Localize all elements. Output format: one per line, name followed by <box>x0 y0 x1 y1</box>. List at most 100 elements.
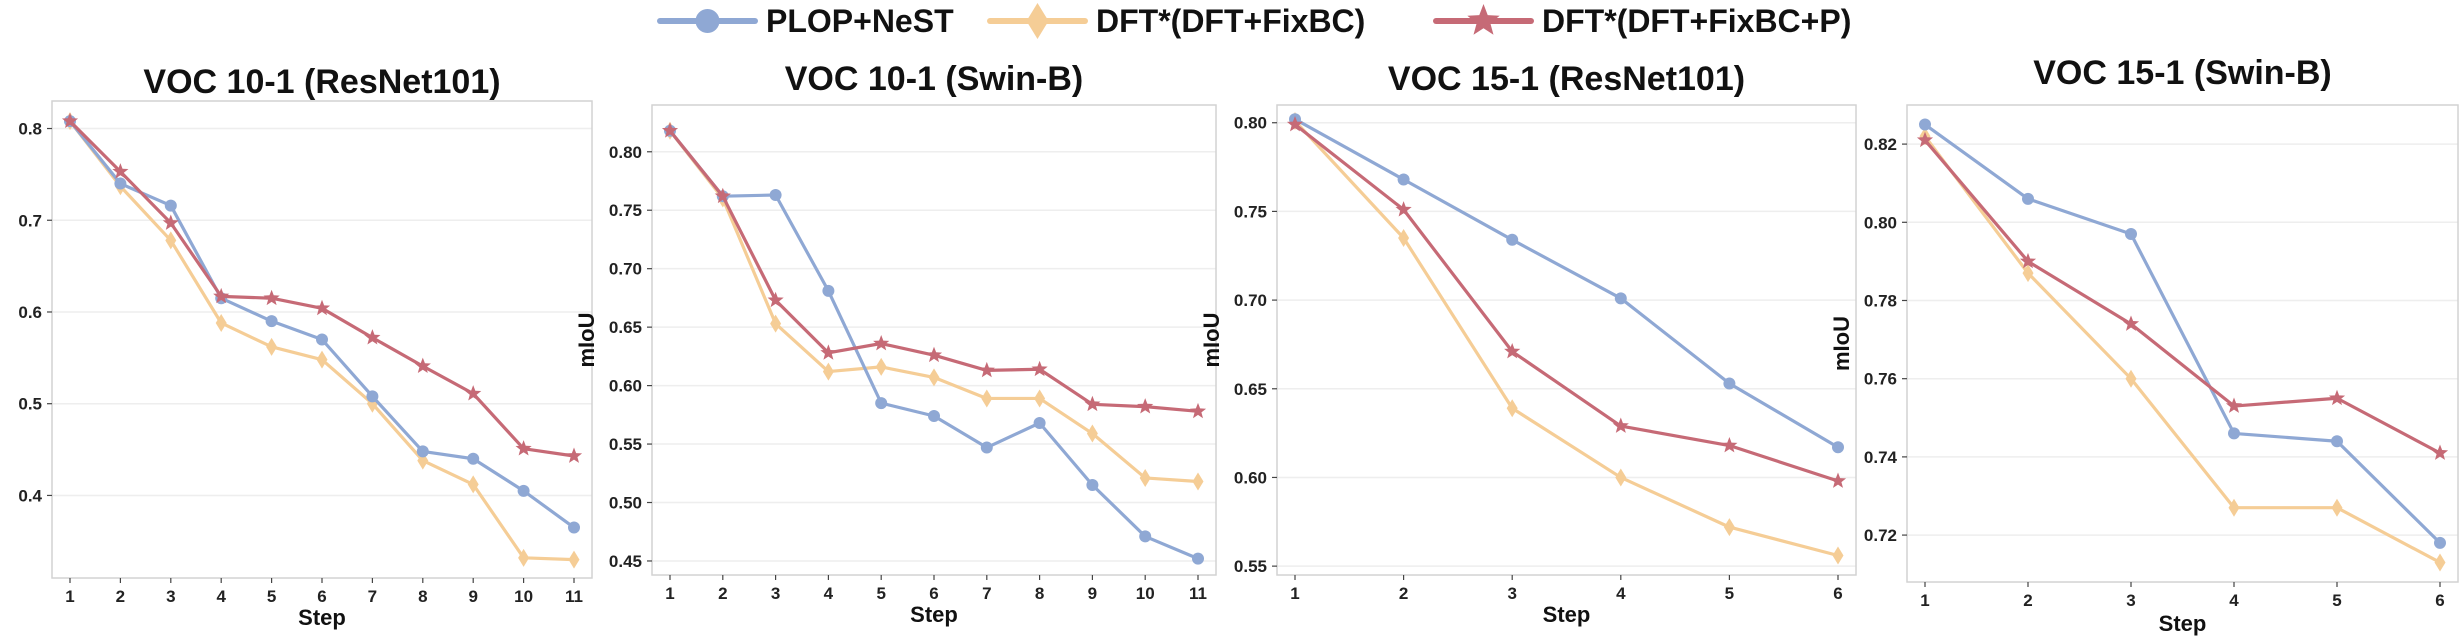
x-tick-label: 2 <box>116 587 125 606</box>
data-point <box>770 314 782 333</box>
x-tick-label: 11 <box>565 587 583 606</box>
y-tick-label: 0.60 <box>609 377 642 396</box>
data-point <box>928 409 940 422</box>
data-point <box>1086 478 1099 491</box>
legend: PLOP+NeST DFT*(DFT+FixBC) DFT*(DFT+FixBC+P… <box>657 3 1851 39</box>
x-tick-label: 1 <box>65 587 74 606</box>
chart-title-voc10-1-swinb: VOC 10-1 (Swin-B) <box>785 60 1083 98</box>
series-line <box>1293 122 1840 483</box>
y-tick-label: 0.75 <box>1234 202 1267 221</box>
legend-label: PLOP+NeST <box>766 3 954 39</box>
x-tick-label: 4 <box>216 587 226 606</box>
series-diamond <box>1919 127 2446 572</box>
y-tick-label: 0.74 <box>1864 448 1898 467</box>
chart-panels: VOC 10-1 (ResNet101) 0.4 0.5 0.6 0.7 0.8 1 2 3 4 5… <box>18 54 2459 636</box>
chart-panel-1: VOC 10-1 (ResNet101) 0.4 0.5 0.6 0.7 0.8 1 2 3 4 5… <box>18 63 593 630</box>
data-point <box>2122 315 2140 331</box>
data-point <box>875 357 887 376</box>
x-tick-label: 4 <box>1616 584 1626 603</box>
x-tick-label: 5 <box>1725 584 1734 603</box>
data-point <box>517 484 530 497</box>
x-tick-label: 4 <box>824 584 834 603</box>
plot-frame <box>1906 104 2459 583</box>
y-tick-label: 0.82 <box>1864 135 1897 154</box>
data-point <box>1139 530 1152 543</box>
data-point <box>2019 252 2037 269</box>
data-point <box>769 189 782 202</box>
y-tick-label: 0.45 <box>609 552 642 571</box>
data-point <box>1829 472 1847 488</box>
x-tick-label: 3 <box>2126 591 2135 610</box>
data-point <box>316 333 328 346</box>
data-point <box>1506 233 1519 246</box>
data-point <box>978 361 995 378</box>
data-point <box>364 329 381 345</box>
x-axis-label: Step <box>1543 602 1591 627</box>
x-tick-label: 8 <box>1035 584 1044 603</box>
y-tick-label: 0.65 <box>609 318 642 337</box>
series-line <box>68 119 576 530</box>
data-point <box>1031 360 1048 377</box>
data-point <box>265 315 278 328</box>
chart-panel-4: VOC 15-1 (Swin-B) 0.72 0.74 0.76 0.78 0.80 0.8… <box>1829 54 2459 636</box>
circle-marker-icon <box>695 9 720 33</box>
data-point <box>565 447 583 463</box>
data-point <box>2125 228 2137 241</box>
data-point <box>2431 444 2449 460</box>
y-tick-label: 0.78 <box>1864 291 1897 310</box>
data-point <box>2125 369 2137 388</box>
data-point <box>215 313 227 332</box>
data-point <box>1721 437 1738 453</box>
data-point <box>1034 389 1046 408</box>
data-point <box>164 199 177 212</box>
chart-title-voc15-1-resnet101: VOC 15-1 (ResNet101) <box>1388 60 1745 98</box>
x-tick-label: 1 <box>1290 584 1299 603</box>
data-point <box>1084 395 1101 412</box>
series-line <box>1923 122 2442 545</box>
data-point <box>414 357 431 373</box>
y-axis-label: mIoU <box>574 313 599 368</box>
x-tick-label: 6 <box>929 584 938 603</box>
x-tick-label: 3 <box>166 587 175 606</box>
data-point <box>822 362 834 381</box>
legend-entry-1: PLOP+NeST <box>657 3 954 39</box>
data-point <box>1192 472 1204 491</box>
y-tick-label: 0.55 <box>609 435 642 454</box>
series-circle <box>1289 113 1844 454</box>
data-point <box>714 187 731 204</box>
x-tick-label: 10 <box>514 587 533 606</box>
x-axis-label: Step <box>910 602 958 627</box>
x-tick-label: 9 <box>468 587 477 606</box>
data-point <box>1398 229 1410 248</box>
y-tick-label: 0.5 <box>18 395 42 414</box>
data-point <box>1919 118 1931 131</box>
x-tick-label: 9 <box>1088 584 1097 603</box>
data-point <box>515 440 532 456</box>
x-tick-label: 3 <box>1507 584 1516 603</box>
data-point <box>1504 343 1521 359</box>
data-point <box>1286 116 1304 132</box>
star-marker-icon <box>1467 4 1500 35</box>
y-tick-label: 0.50 <box>609 494 642 513</box>
data-point <box>112 163 129 179</box>
y-tick-label: 0.72 <box>1864 526 1897 545</box>
data-point <box>1615 468 1627 487</box>
data-point <box>1614 292 1627 305</box>
data-point <box>114 177 127 190</box>
x-tick-label: 1 <box>665 584 674 603</box>
x-tick-label: 2 <box>1399 584 1408 603</box>
chart-title-voc15-1-swinb: VOC 15-1 (Swin-B) <box>2033 54 2331 92</box>
data-point <box>2331 498 2343 517</box>
plot-frame <box>1276 104 1857 576</box>
series-circle <box>64 115 580 534</box>
data-point <box>875 397 888 410</box>
series-star <box>61 112 583 463</box>
legend-label: DFT*(DFT+FixBC+P) <box>1542 3 1851 39</box>
x-tick-label: 1 <box>1920 591 1929 610</box>
chart-panel-2: VOC 10-1 (Swin-B) 0.45 0.50 0.55 0.60 0.65 0.7… <box>574 60 1217 627</box>
data-point <box>61 112 79 129</box>
data-point <box>1189 402 1207 419</box>
series-line <box>1923 134 2442 565</box>
data-point <box>1723 518 1735 537</box>
series-line <box>1293 117 1840 449</box>
